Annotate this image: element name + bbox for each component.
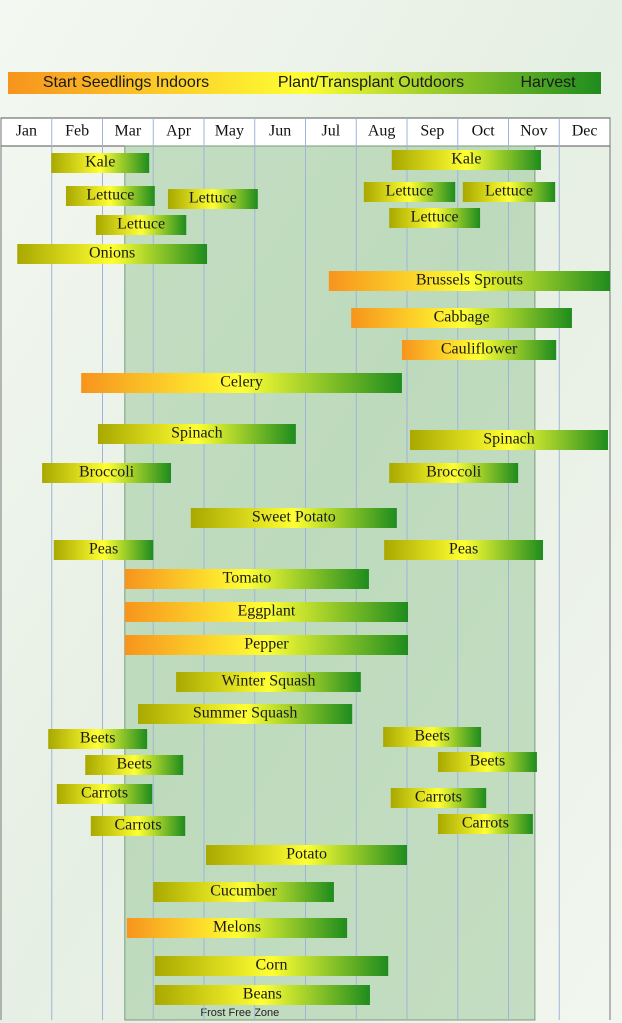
bar (167, 189, 258, 209)
bar-label: Celery (220, 374, 263, 391)
bar (56, 784, 153, 804)
bar-label: Melons (213, 919, 261, 936)
bar-label: Sweet Potato (252, 509, 336, 526)
legend-entry: Start Seedlings Indoors (43, 74, 209, 91)
bar-label: Beans (243, 986, 282, 1003)
bar-label: Lettuce (117, 216, 165, 233)
legend-entry: Plant/Transplant Outdoors (278, 74, 464, 91)
bar (363, 182, 456, 202)
bar (437, 814, 533, 834)
bar (65, 186, 155, 206)
bar (126, 918, 348, 938)
bar-label: Pepper (244, 636, 289, 653)
bar-label: Beets (414, 728, 450, 745)
bar-label: Beets (80, 730, 116, 747)
bar (95, 215, 187, 235)
bar-label: Kale (85, 154, 115, 171)
bar-label: Kale (451, 151, 481, 168)
bar (462, 182, 556, 202)
month-label: Aug (368, 123, 396, 140)
bar (124, 602, 409, 622)
bar-label: Carrots (415, 789, 462, 806)
month-label: Nov (520, 123, 548, 140)
month-label: Mar (115, 123, 142, 140)
bar (48, 729, 148, 749)
bar-label: Broccoli (426, 464, 482, 481)
month-label: Jun (269, 123, 291, 140)
bar-label: Cucumber (210, 883, 277, 900)
bar-label: Cauliflower (441, 341, 518, 358)
month-label: May (215, 123, 244, 140)
bar-label: Tomato (223, 570, 272, 587)
bar (97, 424, 296, 444)
bar-label: Carrots (462, 815, 509, 832)
bar-label: Carrots (81, 785, 128, 802)
bar (383, 727, 482, 747)
bar-label: Lettuce (189, 190, 237, 207)
bar-label: Spinach (171, 425, 223, 442)
bar (124, 569, 369, 589)
bar (154, 956, 389, 976)
bar (154, 985, 370, 1005)
month-label: Jul (322, 123, 341, 140)
bar-label: Beets (470, 753, 506, 770)
month-label: Oct (472, 123, 496, 140)
bar (206, 845, 407, 865)
bar-label: Spinach (483, 431, 535, 448)
bar (42, 463, 172, 483)
bar (401, 340, 557, 360)
bar (81, 373, 402, 393)
bar (391, 150, 541, 170)
bar (190, 508, 397, 528)
bar (389, 463, 519, 483)
bar-label: Summer Squash (193, 705, 297, 722)
frost-free-label: Frost Free Zone (200, 1007, 279, 1019)
bar (153, 882, 334, 902)
bar-label: Beets (116, 756, 152, 773)
bar-label: Lettuce (86, 187, 134, 204)
bar (437, 752, 537, 772)
bar-label: Lettuce (411, 209, 459, 226)
bar-label: Cabbage (434, 309, 490, 326)
bar (53, 540, 154, 560)
bar (410, 430, 608, 450)
bar (90, 816, 186, 836)
bar (389, 208, 481, 228)
bar (384, 540, 544, 560)
month-label: Feb (65, 123, 89, 140)
bar-label: Brussels Sprouts (416, 272, 523, 289)
bar-label: Lettuce (386, 183, 434, 200)
legend-entry: Harvest (520, 74, 576, 91)
bar-label: Carrots (114, 817, 161, 834)
bar-label: Peas (449, 541, 478, 558)
bar-label: Peas (89, 541, 118, 558)
month-label: Jan (16, 123, 37, 140)
bar-label: Winter Squash (221, 673, 315, 690)
bar-label: Onions (89, 245, 135, 262)
month-label: Sep (420, 123, 444, 140)
month-label: Dec (572, 123, 598, 140)
bar (351, 308, 572, 328)
bar (390, 788, 487, 808)
bar-label: Lettuce (485, 183, 533, 200)
bar (328, 271, 610, 291)
bar-label: Broccoli (79, 464, 135, 481)
bar-label: Corn (255, 957, 287, 974)
bar-label: Eggplant (238, 603, 296, 620)
bar (138, 704, 353, 724)
bar-label: Potato (286, 846, 327, 863)
bar (124, 635, 409, 655)
bar (85, 755, 184, 775)
bar (176, 672, 361, 692)
month-label: Apr (166, 123, 192, 140)
legend-bar (8, 72, 601, 94)
bar (51, 153, 150, 173)
bar (17, 244, 208, 264)
